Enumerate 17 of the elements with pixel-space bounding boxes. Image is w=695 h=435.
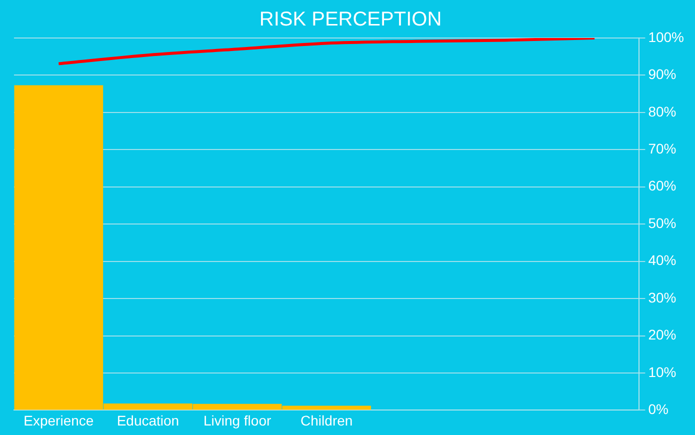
y-tick-label: 0% [648,401,668,418]
x-tick-label: Education [116,412,180,428]
y-tick-label: 40% [648,252,676,268]
chart-title: RISK PERCEPTION [259,8,442,31]
y-tick-label: 50% [648,214,676,231]
x-tick-label: Living floor [203,412,272,428]
x-tick-label: Children [300,412,353,428]
y-tick-label: 90% [648,66,676,82]
y-tick-label: 70% [648,140,676,157]
y-tick-label: 60% [648,178,676,194]
line-series [57,38,596,66]
y-tick-label: 100% [648,28,684,45]
y-tick-label: 10% [648,364,676,380]
y-tick-label: 80% [648,103,676,120]
x-tick-label: Experience [24,412,94,428]
y-tick-label: 30% [648,289,676,306]
y-tick-label: 20% [648,326,676,343]
